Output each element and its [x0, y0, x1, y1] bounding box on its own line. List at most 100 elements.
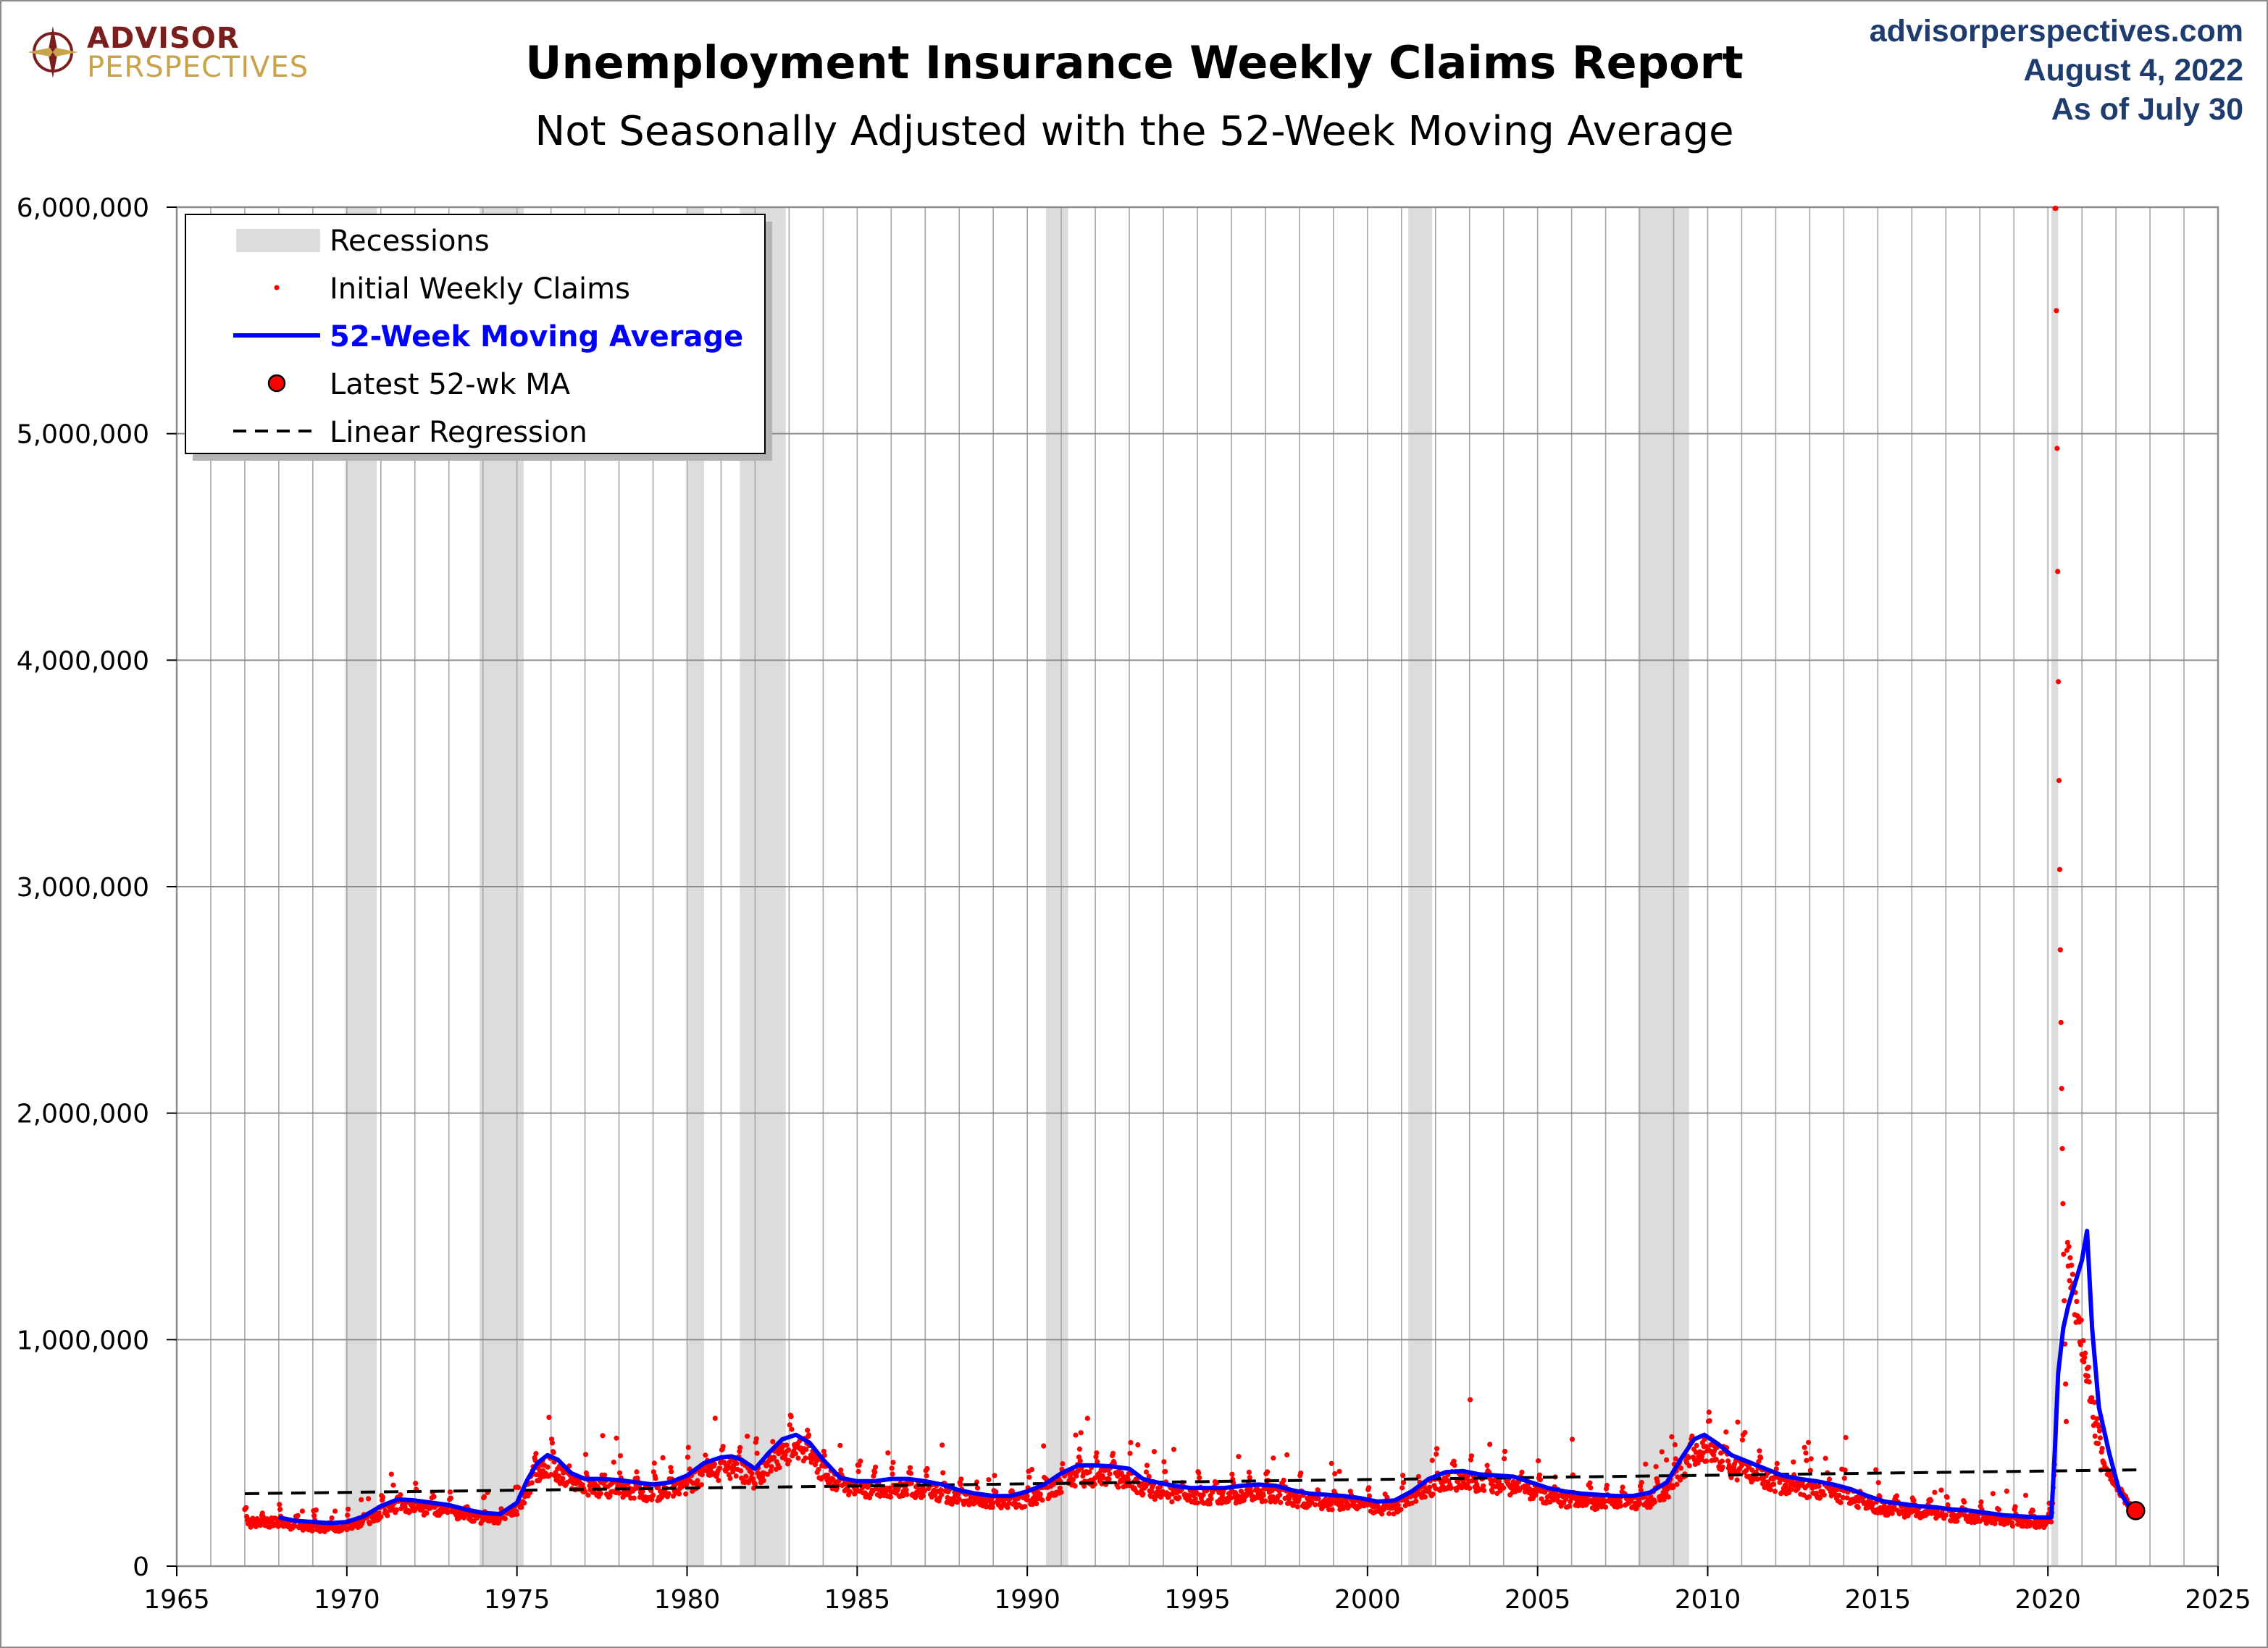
claims-dot — [2077, 1342, 2083, 1347]
claims-dot — [711, 1461, 718, 1467]
claims-dot — [1670, 1484, 1676, 1491]
claims-dot — [1395, 1502, 1401, 1508]
claims-dot — [956, 1496, 962, 1502]
legend-ma-label: 52-Week Moving Average — [330, 320, 743, 354]
claims-dot — [1294, 1504, 1300, 1510]
claims-dot — [2083, 1350, 2088, 1356]
claims-dot — [685, 1444, 691, 1450]
claims-dot — [1197, 1475, 1202, 1481]
claims-dot — [1077, 1458, 1083, 1464]
claims-dot — [1791, 1459, 1796, 1465]
claims-dot — [908, 1481, 914, 1486]
claims-dot — [992, 1473, 997, 1478]
claims-dot — [745, 1434, 750, 1439]
claims-dot — [1788, 1486, 1794, 1492]
claims-dot — [1128, 1439, 1134, 1445]
claims-dot — [1009, 1489, 1015, 1494]
claims-dot — [1005, 1505, 1010, 1510]
claims-dot — [616, 1490, 622, 1496]
claims-dot — [1673, 1456, 1678, 1462]
claims-dot — [1125, 1477, 1131, 1483]
claims-dot — [1925, 1511, 1930, 1517]
claims-dot — [546, 1415, 552, 1421]
claims-dot — [1539, 1496, 1544, 1502]
claims-dot — [431, 1494, 437, 1499]
claims-dot — [768, 1468, 774, 1474]
claims-dot — [1686, 1455, 1691, 1460]
claims-dot — [448, 1495, 454, 1501]
claims-dot — [346, 1506, 351, 1512]
claims-dot — [1648, 1494, 1654, 1499]
claims-dot — [1429, 1457, 1435, 1463]
claims-dot — [2004, 1488, 2009, 1494]
claims-dot — [838, 1467, 844, 1473]
claims-dot — [753, 1436, 759, 1442]
claims-dot — [1604, 1482, 1610, 1489]
claims-dot — [1719, 1458, 1725, 1464]
claims-dot — [598, 1491, 603, 1497]
claims-dot — [1434, 1446, 1440, 1452]
claims-dot — [1151, 1449, 1157, 1455]
claims-dot — [2082, 1355, 2088, 1360]
claims-dot — [1674, 1481, 1680, 1487]
claims-dot — [2057, 947, 2063, 953]
claims-dot — [1262, 1486, 1268, 1492]
claims-dot — [616, 1470, 623, 1476]
claims-dot — [885, 1450, 891, 1456]
claims-dot — [904, 1492, 910, 1497]
claims-dot — [407, 1508, 414, 1514]
claims-dot — [1665, 1494, 1671, 1500]
claims-dot — [737, 1444, 743, 1450]
claims-dot — [1672, 1442, 1678, 1447]
claims-dot — [299, 1508, 305, 1514]
claims-dot — [2066, 1244, 2072, 1250]
x-tick-label: 1995 — [1164, 1585, 1231, 1615]
claims-dot — [1711, 1452, 1717, 1458]
claims-dot — [1276, 1488, 1282, 1494]
claims-dot — [990, 1500, 996, 1506]
claims-dot — [367, 1521, 372, 1526]
claims-dot — [1263, 1498, 1268, 1504]
claims-dot — [514, 1511, 520, 1518]
claims-dot — [393, 1507, 400, 1513]
claims-dot — [1161, 1459, 1167, 1465]
claims-dot — [1686, 1463, 1692, 1468]
claims-dot — [1413, 1498, 1419, 1504]
claims-dot — [1958, 1512, 1964, 1518]
claims-dot — [1078, 1430, 1084, 1436]
claims-dot — [1422, 1494, 1428, 1500]
claims-dot — [2056, 679, 2062, 685]
claims-dot — [1519, 1469, 1525, 1475]
claims-dot — [380, 1494, 386, 1500]
claims-dot — [1996, 1507, 2001, 1513]
claims-dot — [887, 1485, 893, 1491]
claims-dot — [1891, 1504, 1897, 1510]
claims-dot — [1459, 1485, 1465, 1491]
claims-dot — [2094, 1416, 2100, 1422]
claims-dot — [1875, 1480, 1881, 1486]
claims-dot — [390, 1482, 396, 1488]
claims-dot — [1024, 1493, 1030, 1499]
claims-dot — [1379, 1511, 1385, 1517]
claims-dot — [1297, 1494, 1302, 1500]
claims-dot — [1944, 1494, 1950, 1500]
claims-dot — [1207, 1501, 1213, 1507]
regression-line — [244, 1468, 2137, 1495]
claims-dot — [1332, 1471, 1338, 1477]
legend-recessions-swatch — [236, 229, 320, 252]
claims-dot — [1536, 1458, 1541, 1464]
claims-dot — [786, 1457, 792, 1464]
claims-dot — [1502, 1456, 1507, 1462]
claims-dot — [2090, 1414, 2096, 1421]
claims-dot — [1409, 1500, 1415, 1506]
claims-dot — [1806, 1439, 1812, 1445]
claims-dot — [1481, 1483, 1486, 1489]
claims-dot — [974, 1485, 981, 1491]
claims-dot — [1603, 1504, 1609, 1510]
claims-dot — [660, 1455, 666, 1460]
claims-dot — [1806, 1494, 1812, 1499]
claims-dot — [1398, 1507, 1404, 1513]
claims-dot — [1057, 1485, 1063, 1491]
claims-dot — [1452, 1463, 1457, 1468]
claims-dot — [1366, 1493, 1373, 1499]
